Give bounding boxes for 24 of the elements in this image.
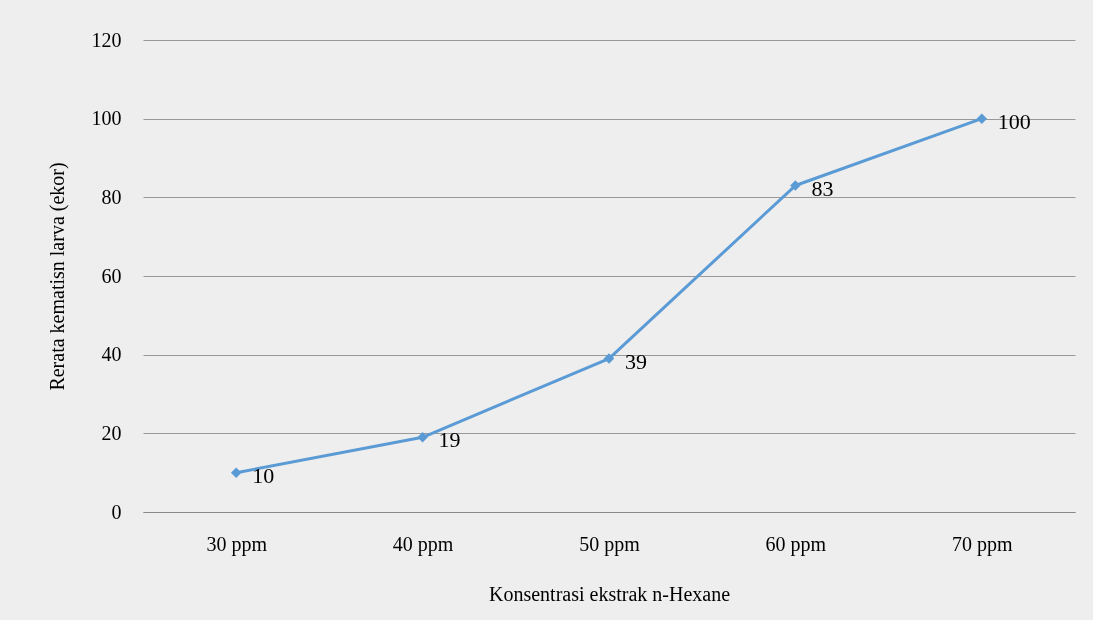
y-tick-label: 80 (101, 185, 122, 208)
y-tick-label: 60 (101, 264, 122, 287)
y-tick-label: 120 (91, 28, 122, 51)
point (417, 432, 428, 443)
data-label: 19 (438, 427, 461, 453)
y-tick-label: 100 (91, 107, 122, 130)
y-tick-label: 40 (101, 343, 122, 366)
x-tick-label: 60 ppm (765, 532, 827, 556)
point (603, 353, 615, 364)
data-label: 39 (625, 348, 647, 374)
y-axis-title: Rerata kematisn larva (ekor) (45, 162, 69, 391)
data-label: 100 (997, 108, 1031, 134)
point (230, 467, 242, 478)
y-tick-label: 20 (101, 421, 122, 444)
point (790, 180, 801, 191)
y-tick-label: 0 (111, 500, 122, 523)
point (976, 113, 988, 124)
x-tick-label: 40 ppm (392, 532, 454, 556)
x-tick-label: 50 ppm (579, 532, 641, 556)
data-label: 83 (811, 175, 834, 201)
x-tick-label: 30 ppm (206, 532, 268, 556)
data-label: 10 (252, 462, 275, 488)
x-tick-label: 70 ppm (952, 532, 1014, 556)
x-axis-title: Konsentrasi ekstrak n-Hexane (488, 582, 731, 605)
